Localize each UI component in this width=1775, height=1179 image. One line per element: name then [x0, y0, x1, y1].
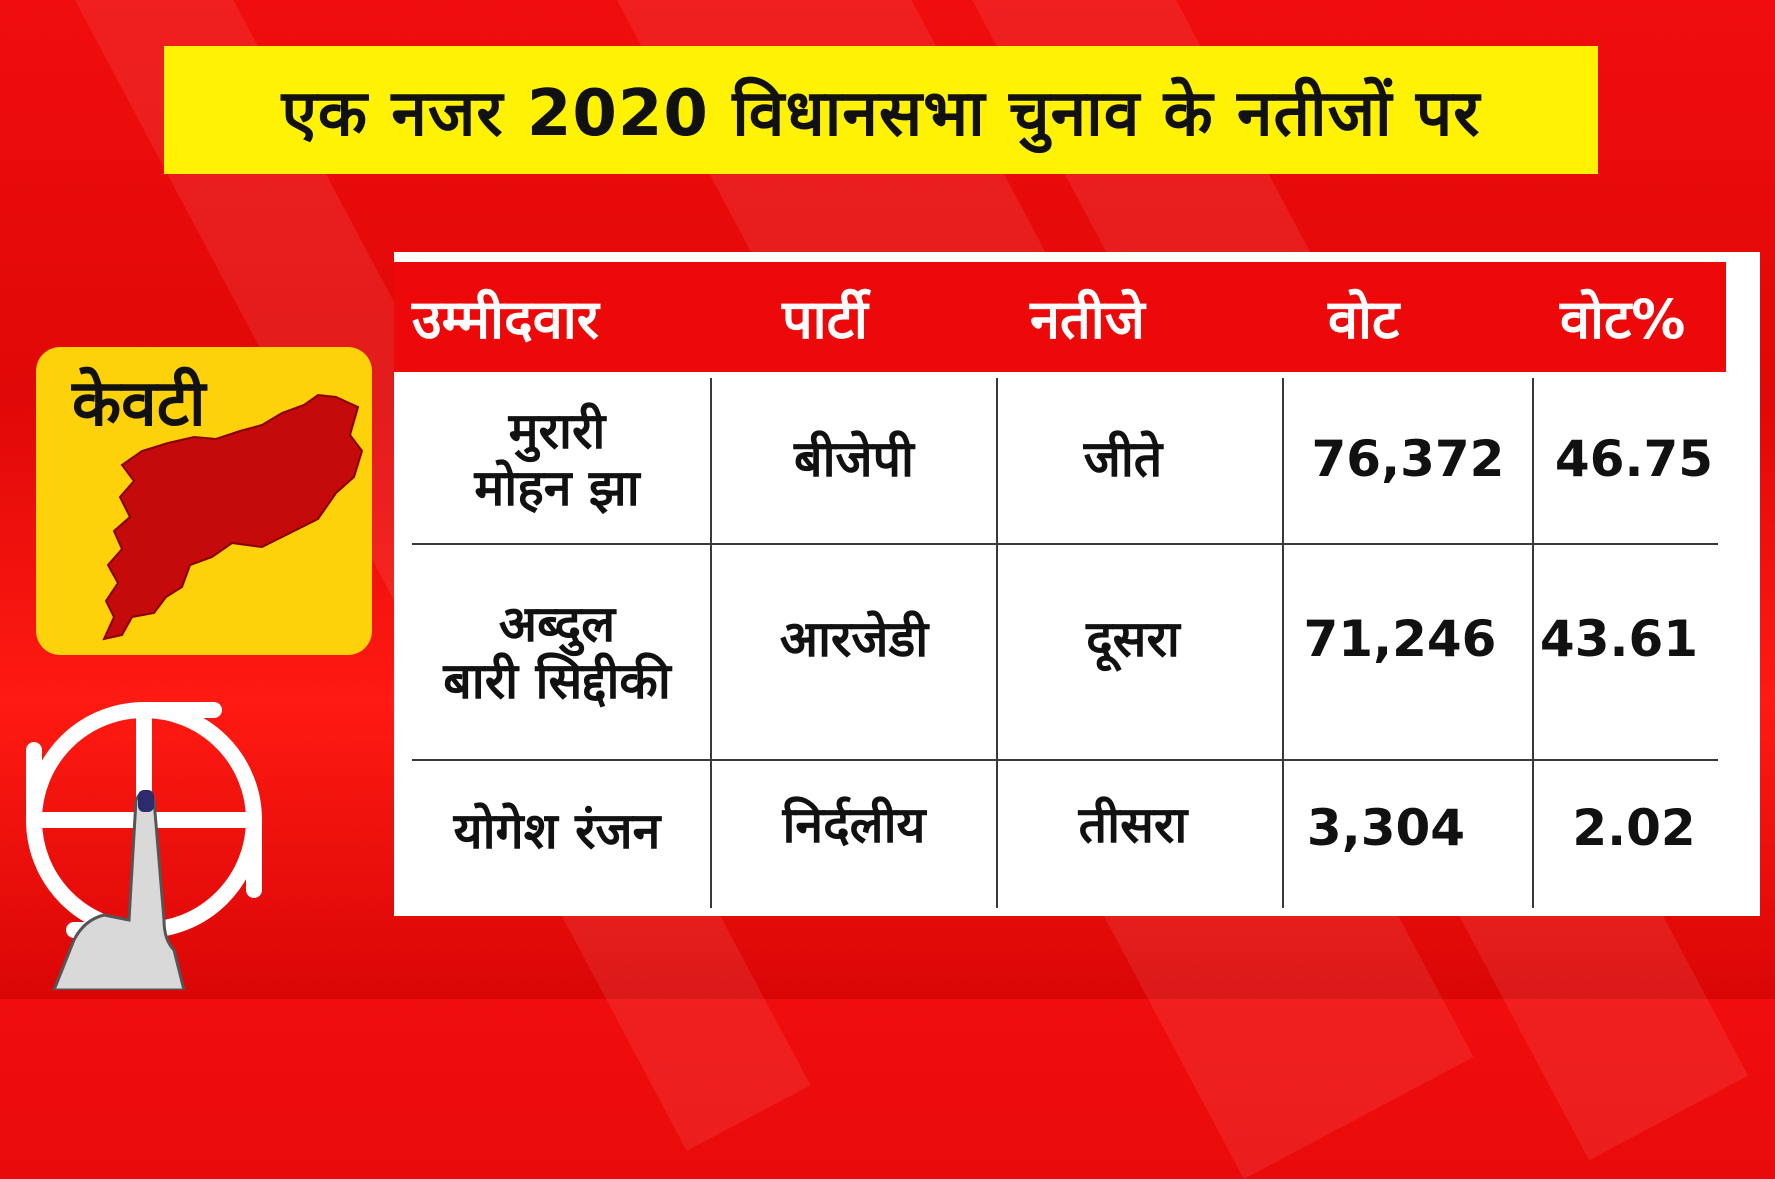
candidate-name-line: मुरारी	[508, 401, 606, 460]
party-name: बीजेपी	[794, 430, 914, 489]
column-header-result: नतीजे	[1030, 288, 1145, 351]
election-symbol-icon	[26, 702, 262, 990]
row-divider	[412, 759, 1718, 761]
title-banner: एक नजर 2020 विधानसभा चुनाव के नतीजों पर	[164, 46, 1598, 174]
column-divider	[1532, 378, 1534, 908]
column-header-candidate: उम्मीदवार	[412, 288, 599, 351]
candidate-name: अब्दुल बारी सिद्दीकी	[412, 550, 702, 756]
vote-percent: 43.61	[1539, 610, 1699, 669]
results-table: उम्मीदवार पार्टी नतीजे वोट वोट% मुरारी म…	[394, 252, 1760, 916]
result-status: जीते	[1083, 430, 1163, 489]
column-header-party: पार्टी	[782, 288, 868, 351]
column-divider	[1282, 378, 1284, 908]
candidate-name-line: अब्दुल	[498, 594, 616, 653]
result-status: दूसरा	[1086, 610, 1180, 669]
column-header-vote-percent: वोट%	[1560, 288, 1686, 351]
column-header-votes: वोट	[1328, 288, 1400, 351]
candidate-name-line: मोहन झा	[474, 459, 640, 517]
row-divider	[412, 543, 1718, 545]
result-status: तीसरा	[1078, 796, 1188, 855]
candidate-name: योगेश रंजन	[412, 764, 702, 900]
column-divider	[710, 378, 712, 908]
constituency-card: केवटी	[36, 347, 372, 655]
party-name: आरजेडी	[779, 610, 929, 669]
vote-count: 3,304	[1306, 799, 1466, 858]
vote-count: 76,372	[1311, 430, 1505, 489]
table-header: उम्मीदवार पार्टी नतीजे वोट वोट%	[394, 262, 1726, 372]
candidate-name-line: बारी सिद्दीकी	[443, 652, 671, 710]
constituency-name: केवटी	[72, 367, 206, 441]
page-title: एक नजर 2020 विधानसभा चुनाव के नतीजों पर	[281, 76, 1481, 151]
candidate-name-line: योगेश रंजन	[453, 802, 661, 861]
party-name: निर्दलीय	[782, 796, 926, 855]
vote-percent: 2.02	[1572, 799, 1696, 858]
constituency-map-icon	[102, 393, 364, 641]
inked-finger-icon	[52, 790, 186, 990]
column-divider	[996, 378, 998, 908]
vote-count: 71,246	[1303, 610, 1497, 669]
vote-percent: 46.75	[1554, 430, 1714, 489]
candidate-name: मुरारी मोहन झा	[412, 384, 702, 536]
